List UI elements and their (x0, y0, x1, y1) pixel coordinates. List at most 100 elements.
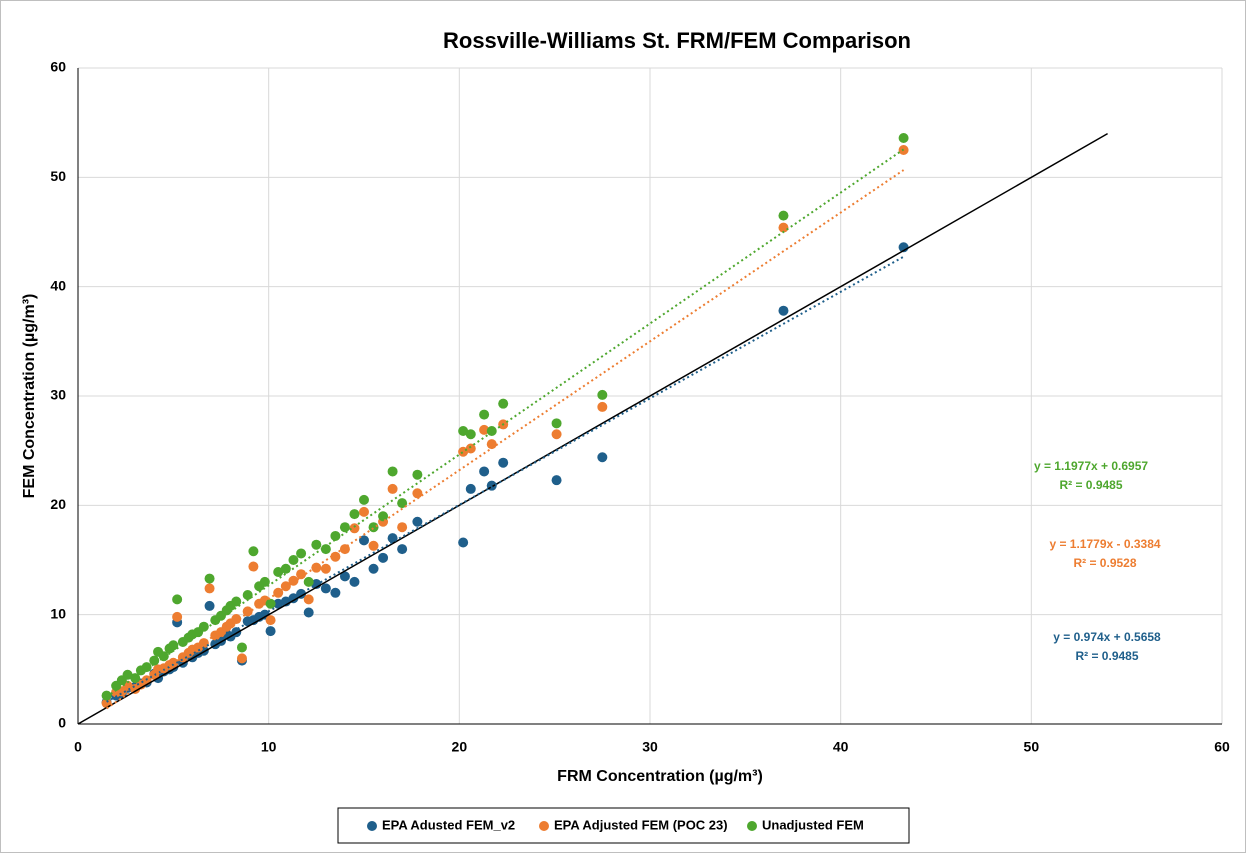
scatter-point (248, 546, 259, 557)
scatter-point (387, 483, 398, 494)
scatter-point (778, 222, 789, 233)
scatter-point (378, 511, 389, 522)
scatter-point (204, 583, 215, 594)
scatter-point (551, 418, 562, 429)
scatter-point (288, 555, 299, 565)
legend-marker (367, 821, 377, 831)
scatter-point (248, 561, 259, 572)
scatter-point (479, 409, 490, 420)
legend-marker (747, 821, 757, 831)
scatter-point (265, 615, 276, 626)
legend-label: EPA Adusted FEM_v2 (382, 817, 515, 832)
scatter-point (349, 576, 360, 587)
scatter-point (397, 498, 408, 509)
scatter-point (311, 562, 322, 573)
reference-line (77, 132, 1108, 725)
scatter-point (303, 576, 314, 587)
scatter-point (204, 600, 215, 611)
scatter-point (486, 439, 497, 450)
trendline-r2: R² = 0.9528 (1073, 556, 1136, 570)
y-tick-label: 60 (50, 59, 66, 75)
scatter-point (597, 452, 608, 463)
scatter-point (465, 429, 476, 440)
scatter-point (479, 424, 490, 435)
scatter-point (242, 589, 253, 600)
scatter-point (498, 398, 509, 409)
plot (77, 132, 1108, 725)
scatter-point (551, 475, 562, 486)
scatter-point (498, 457, 509, 468)
scatter-point (359, 506, 369, 517)
trendline-equation: y = 0.974x + 0.5658 (1053, 630, 1161, 644)
trendline-equation: y = 1.1779x - 0.3384 (1049, 537, 1160, 551)
scatter-point (296, 548, 307, 559)
scatter-point (231, 614, 242, 625)
scatter-point (597, 401, 608, 412)
scatter-point (458, 425, 469, 436)
trendline (106, 169, 905, 710)
scatter-point (330, 587, 341, 598)
trendline-r2: R² = 0.9485 (1059, 478, 1122, 492)
y-tick-label: 50 (50, 168, 66, 184)
x-tick-label: 30 (642, 739, 658, 755)
scatter-point (330, 551, 341, 562)
scatter-point (273, 567, 284, 578)
scatter-point (236, 642, 247, 653)
legend-label: EPA Adjusted FEM (POC 23) (554, 817, 728, 832)
scatter-point (339, 522, 350, 533)
scatter-point (486, 425, 497, 436)
scatter-point (168, 640, 179, 651)
x-tick-label: 40 (833, 739, 849, 755)
scatter-point (288, 575, 299, 586)
scatter-point (320, 563, 331, 574)
scatter-point (236, 653, 247, 664)
scatter-point (412, 469, 423, 480)
scatter-point (172, 611, 183, 622)
scatter-point (412, 516, 423, 527)
y-tick-label: 40 (50, 277, 66, 293)
legend-label: Unadjusted FEM (762, 817, 864, 832)
scatter-point (204, 573, 215, 584)
scatter-point (368, 563, 379, 574)
x-tick-label: 20 (452, 739, 468, 755)
scatter-point (320, 583, 331, 594)
scatter-point (458, 537, 469, 548)
x-tick-label: 10 (261, 739, 277, 755)
scatter-point (359, 494, 369, 505)
y-tick-label: 20 (50, 496, 66, 512)
scatter-point (359, 535, 369, 546)
x-tick-label: 50 (1024, 739, 1040, 755)
scatter-point (349, 509, 360, 520)
scatter-point (412, 488, 423, 499)
scatter-point (303, 607, 314, 618)
scatter-point (273, 598, 284, 609)
x-axis-label: FRM Concentration (µg/m³) (557, 768, 763, 785)
scatter-point (265, 598, 276, 609)
scatter-point (303, 594, 314, 605)
scatter-point (349, 523, 360, 534)
scatter-point (265, 626, 276, 637)
scatter-point (296, 569, 307, 580)
scatter-point (339, 571, 350, 582)
scatter-point (368, 540, 379, 551)
scatter-point (898, 132, 909, 143)
x-tick-label: 60 (1214, 739, 1230, 755)
scatter-point (288, 593, 299, 604)
chart-title: Rossville-Williams St. FRM/FEM Compariso… (443, 28, 911, 53)
scatter-point (778, 210, 789, 221)
scatter-point (378, 552, 389, 563)
scatter-point (465, 483, 476, 494)
trendline-equation: y = 1.1977x + 0.6957 (1034, 459, 1148, 473)
scatter-point (149, 655, 160, 666)
trendline-r2: R² = 0.9485 (1075, 649, 1138, 663)
scatter-point (597, 389, 608, 400)
scatter-point (330, 530, 341, 541)
scatter-point (130, 673, 141, 684)
trendline (106, 148, 905, 698)
scatter-point (242, 606, 253, 617)
x-tick-label: 0 (74, 739, 82, 755)
scatter-point (198, 621, 209, 632)
scatter-point (231, 596, 242, 607)
scatter-point (172, 594, 183, 605)
trendline (106, 255, 905, 703)
